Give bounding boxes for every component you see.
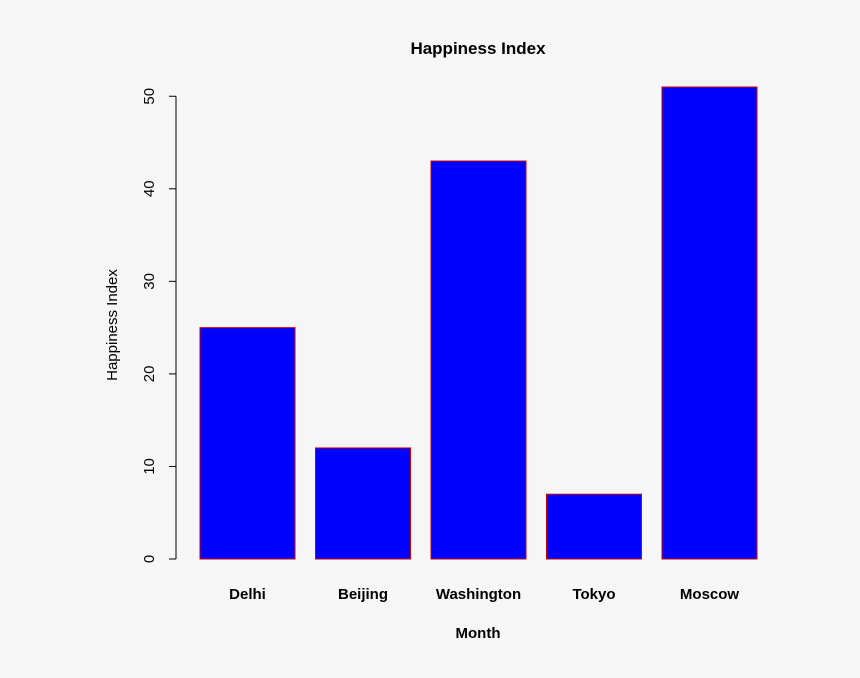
category-label: Washington	[436, 586, 521, 603]
y-tick-label: 30	[141, 273, 158, 290]
y-tick-label: 50	[141, 88, 158, 105]
category-label: Delhi	[229, 586, 266, 603]
bar-beijing	[315, 447, 411, 560]
y-axis-label: Happiness Index	[104, 269, 121, 381]
bar-delhi	[199, 327, 296, 560]
y-tick-label: 10	[141, 458, 158, 475]
bars	[199, 86, 758, 560]
chart-title: Happiness Index	[410, 39, 546, 58]
y-tick-label: 0	[141, 555, 158, 563]
y-axis: 0 10 20 30 40 50	[141, 88, 177, 563]
y-tick-label: 40	[141, 180, 158, 197]
bar-washington	[430, 160, 527, 560]
bar-tokyo	[546, 493, 642, 560]
category-labels: Delhi Beijing Washington Tokyo Moscow	[229, 586, 739, 603]
category-label: Moscow	[680, 586, 740, 603]
category-label: Beijing	[338, 586, 388, 603]
bar-moscow	[661, 86, 758, 560]
y-tick-label: 20	[141, 366, 158, 383]
category-label: Tokyo	[572, 586, 615, 603]
x-axis-label: Month	[456, 625, 501, 642]
